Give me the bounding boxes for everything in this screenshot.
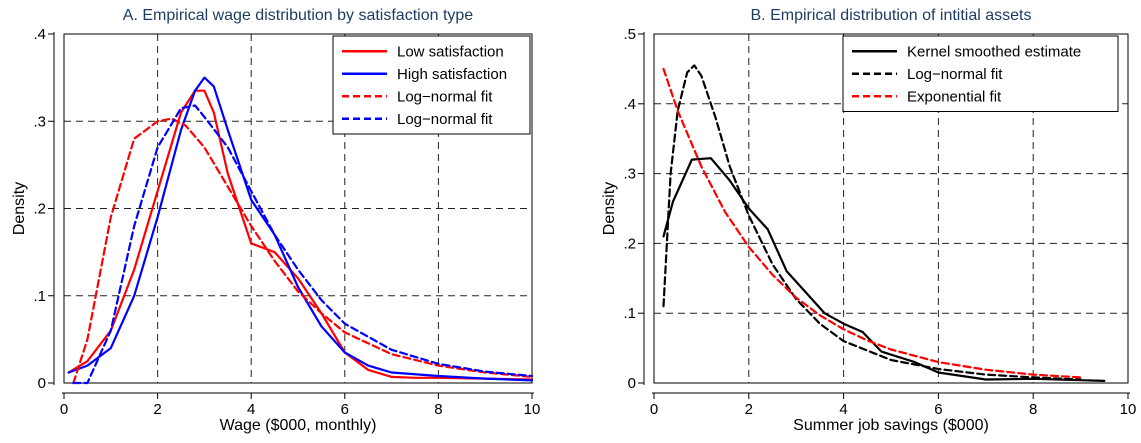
x-tick-label: 6 bbox=[934, 401, 942, 418]
y-tick-label: .2 bbox=[623, 235, 636, 252]
y-tick-label: 0 bbox=[628, 375, 636, 392]
series-line-0 bbox=[67, 89, 534, 381]
y-tick-label: .1 bbox=[33, 288, 46, 305]
y-tick-label: .5 bbox=[623, 26, 636, 43]
legend-label-2: Exponential fit bbox=[907, 88, 1002, 105]
x-axis-label: Summer job savings ($000) bbox=[793, 417, 989, 434]
chart-title: B. Empirical distribution of intitial as… bbox=[751, 7, 1032, 24]
x-tick-label: 10 bbox=[1120, 401, 1137, 418]
y-tick-label: .4 bbox=[623, 96, 636, 113]
y-tick-label: .4 bbox=[33, 26, 46, 43]
legend-label-0: Low satisfaction bbox=[397, 43, 504, 60]
x-tick-label: 8 bbox=[1029, 401, 1037, 418]
plot-frame bbox=[653, 33, 1129, 384]
series-line-2 bbox=[72, 117, 534, 385]
x-tick-label: 6 bbox=[341, 401, 349, 418]
legend-label-3: Log−normal fit bbox=[397, 111, 493, 128]
x-tick-label: 8 bbox=[434, 401, 442, 418]
y-axis-label: Density bbox=[601, 182, 618, 235]
legend-label-2: Log−normal fit bbox=[397, 88, 493, 105]
x-axis-label: Wage ($000, monthly) bbox=[220, 417, 377, 434]
series-line-1 bbox=[67, 76, 534, 382]
legend-label-0: Kernel smoothed estimate bbox=[907, 43, 1081, 60]
x-tick-label: 2 bbox=[153, 401, 161, 418]
series-line-2 bbox=[662, 67, 1082, 379]
x-tick-label: 4 bbox=[247, 401, 255, 418]
legend-label-1: Log−normal fit bbox=[907, 66, 1003, 83]
x-tick-label: 0 bbox=[650, 401, 658, 418]
y-tick-label: .3 bbox=[623, 166, 636, 183]
series-line-1 bbox=[662, 64, 1082, 381]
y-axis-label: Density bbox=[11, 182, 28, 235]
y-tick-label: .3 bbox=[33, 113, 46, 130]
x-tick-label: 4 bbox=[839, 401, 847, 418]
series-line-0 bbox=[662, 157, 1106, 382]
panel-a: A. Empirical wage distribution by satisf… bbox=[11, 7, 540, 434]
panel-b: B. Empirical distribution of intitial as… bbox=[601, 7, 1136, 434]
y-tick-label: 0 bbox=[38, 375, 46, 392]
series-line-3 bbox=[72, 104, 534, 385]
x-tick-label: 2 bbox=[745, 401, 753, 418]
x-tick-label: 10 bbox=[524, 401, 541, 418]
plot-frame bbox=[63, 33, 533, 384]
y-tick-label: .1 bbox=[623, 305, 636, 322]
legend-label-1: High satisfaction bbox=[397, 66, 507, 83]
x-tick-label: 0 bbox=[60, 401, 68, 418]
chart-title: A. Empirical wage distribution by satisf… bbox=[123, 7, 473, 24]
y-tick-label: .2 bbox=[33, 201, 46, 218]
